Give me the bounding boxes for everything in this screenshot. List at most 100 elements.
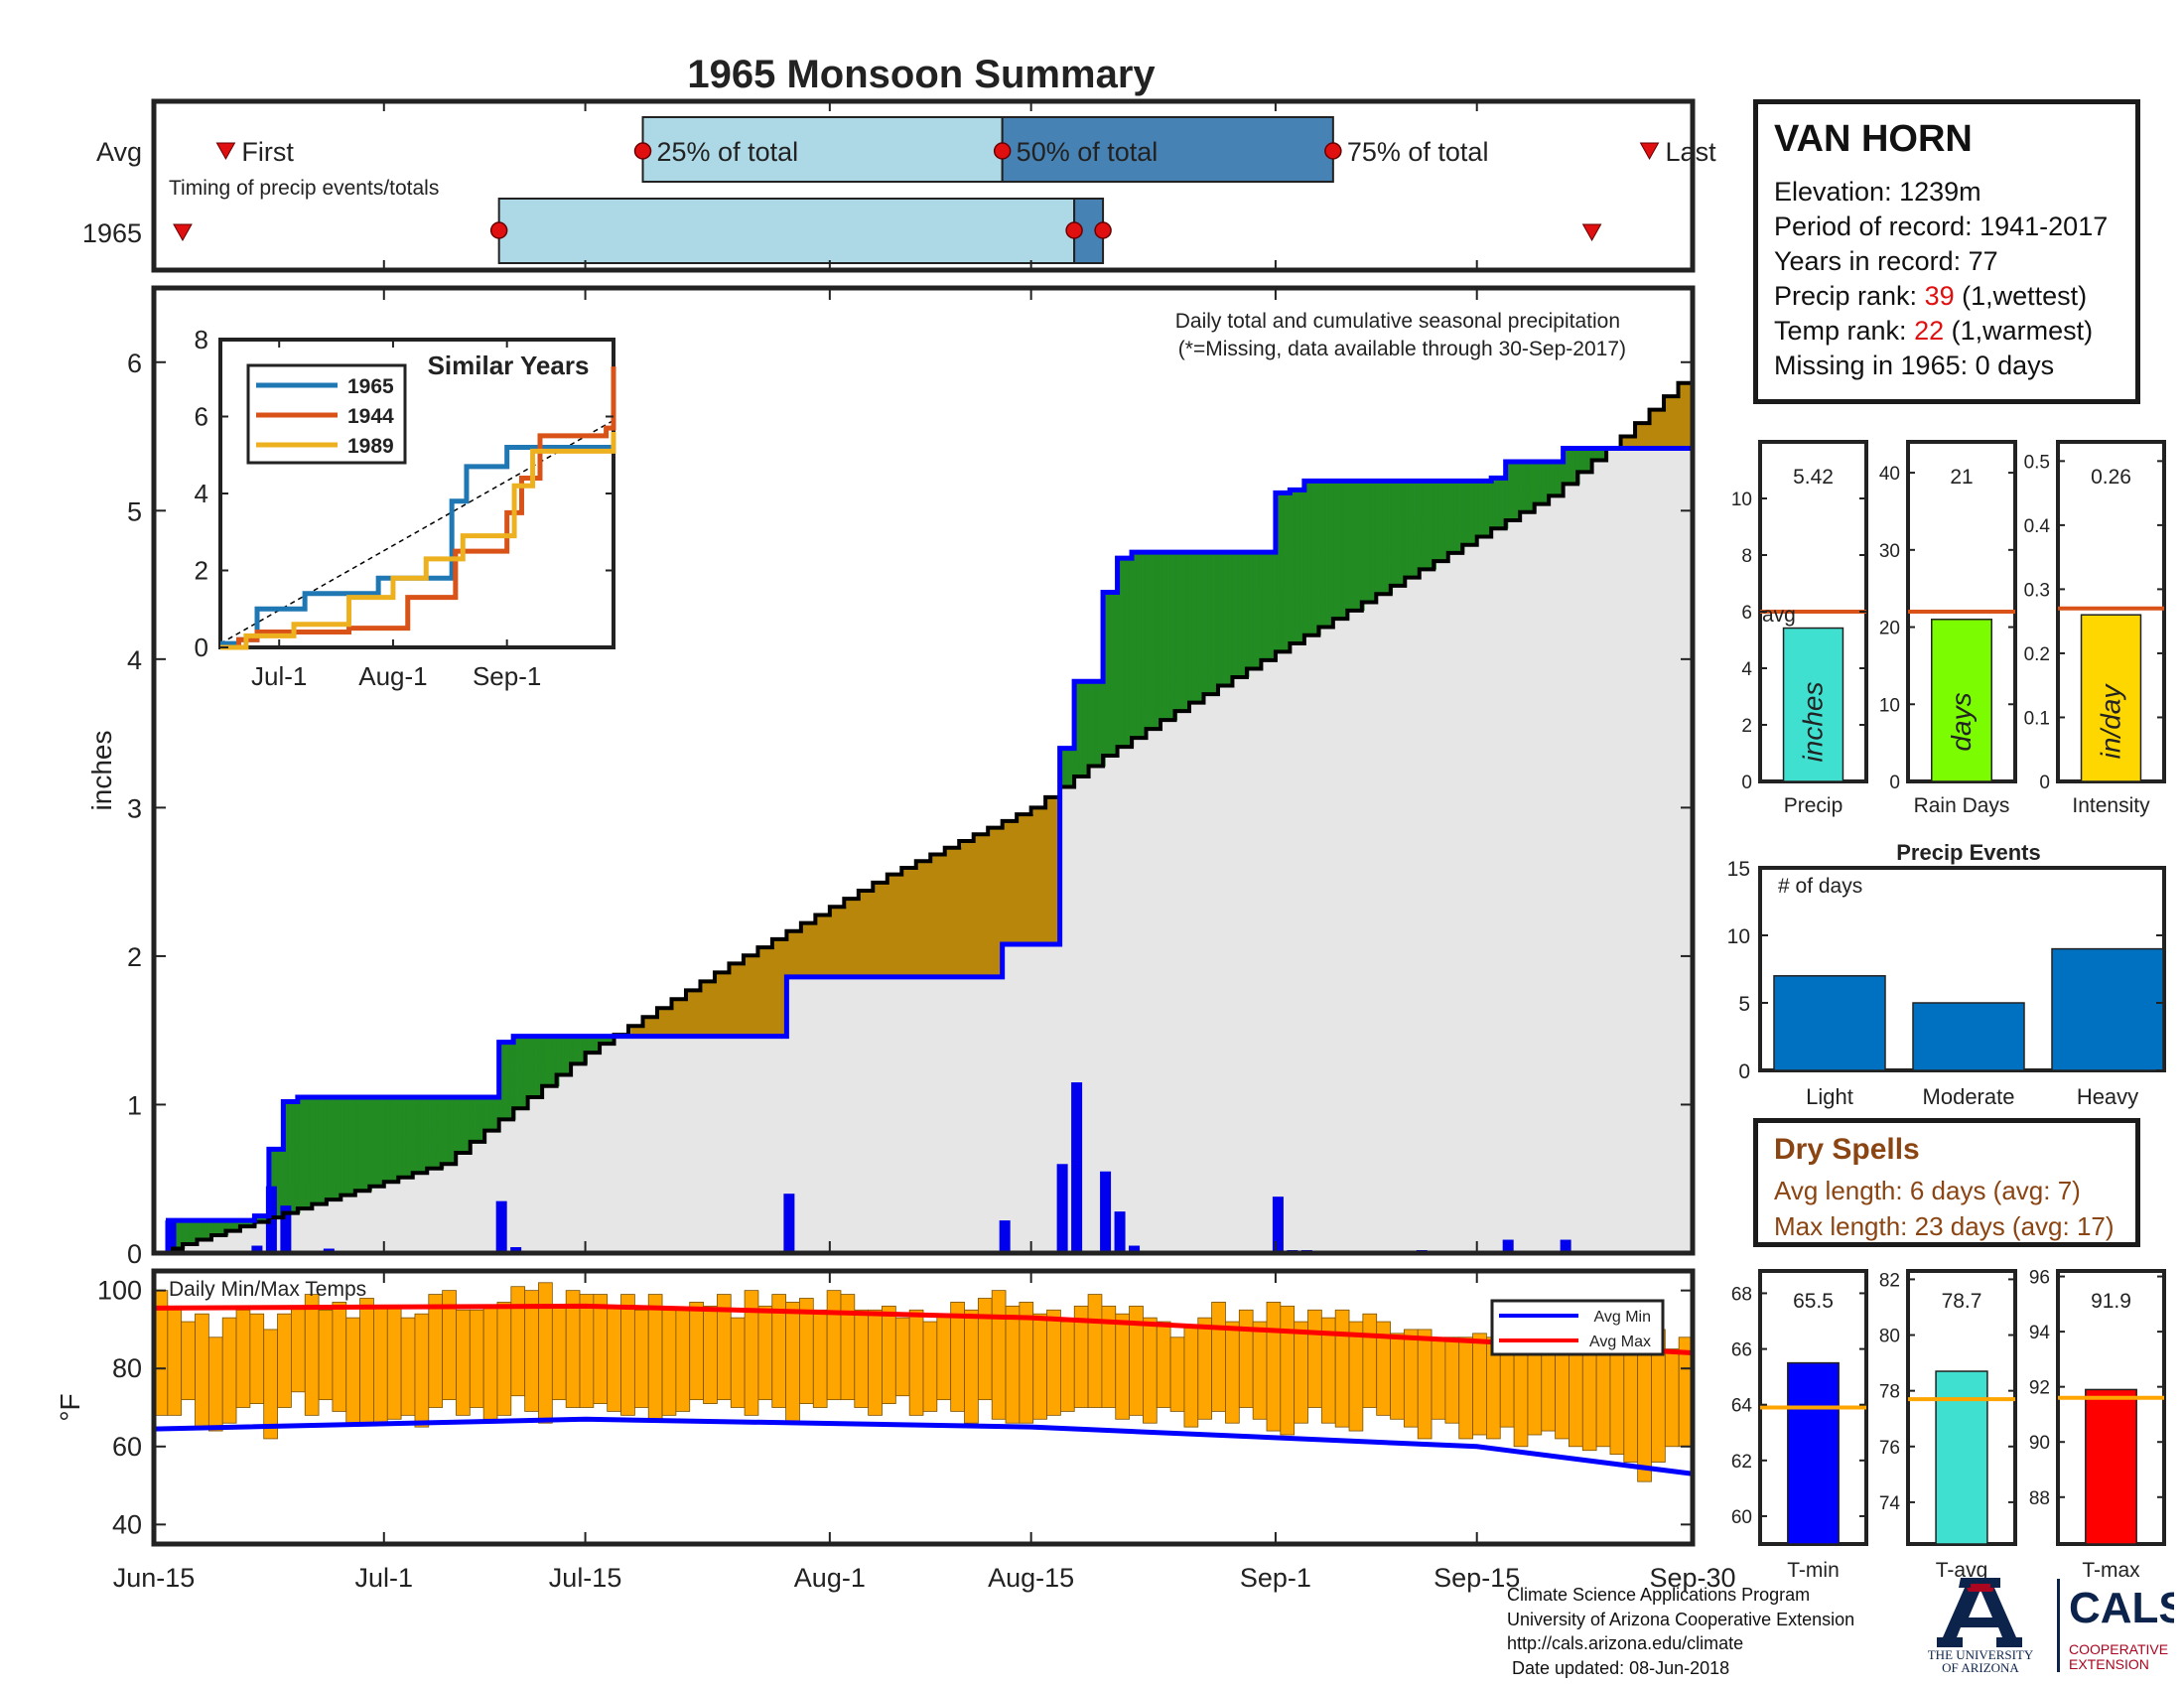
- daily-temp-bar: [579, 1294, 595, 1408]
- daily-temp-bar: [1005, 1305, 1021, 1424]
- daily-temp-bar: [1211, 1302, 1226, 1412]
- temp-legend: [1490, 1299, 1665, 1356]
- daily-temp-bar: [551, 1305, 567, 1401]
- stat-y-tick-label: 0: [2039, 773, 2050, 793]
- x-tick-label: Jul-15: [549, 1563, 622, 1593]
- daily-temp-bar: [593, 1294, 609, 1404]
- daily-temp-bar: [661, 1309, 677, 1416]
- daily-precip-bar: [265, 1186, 277, 1253]
- daily-temp-bar: [840, 1294, 856, 1401]
- y1965-last-marker: [1581, 223, 1602, 242]
- events-y-tick-label: 10: [1727, 925, 1750, 948]
- temp-stat-y-tick-label: 68: [1731, 1284, 1752, 1305]
- x-tick-label: Jul-1: [355, 1563, 414, 1593]
- daily-temp-bar: [1513, 1340, 1529, 1448]
- temp-stat-y-tick-label: 92: [2029, 1378, 2050, 1399]
- daily-temp-bar: [950, 1302, 965, 1412]
- temp-stat-label: T-max: [2082, 1559, 2140, 1582]
- svg-text:CALS: CALS: [2069, 1584, 2174, 1632]
- temp-stat-bar: [2085, 1388, 2137, 1545]
- stat-value: 21: [1950, 466, 1973, 489]
- stat-y-tick-label: 0: [1741, 773, 1752, 793]
- daily-precip-bar: [510, 1247, 522, 1253]
- daily-temp-bar: [414, 1313, 430, 1428]
- dry-spells-title: Dry Spells: [1774, 1133, 1920, 1166]
- inset-legend-label: 1965: [347, 375, 394, 398]
- daily-temp-bar: [428, 1294, 444, 1408]
- daily-precip-bar: [251, 1245, 263, 1253]
- avg-first-marker: [215, 142, 236, 161]
- credit-link[interactable]: http://cals.arizona.edu/climate: [1507, 1633, 1744, 1653]
- dry-spells-avg: Avg length: 6 days (avg: 7): [1774, 1176, 2081, 1205]
- daily-precip-bar: [1056, 1164, 1068, 1253]
- daily-temp-bar: [1403, 1329, 1419, 1428]
- events-bar: [1912, 1002, 2025, 1071]
- y-tick-label: 5: [127, 496, 142, 526]
- daily-temp-bar: [1444, 1336, 1460, 1424]
- temp-stat-y-tick-label: 76: [1879, 1438, 1900, 1459]
- y-tick-label: 4: [127, 645, 142, 675]
- stat-y-tick-label: 0.3: [2024, 580, 2050, 601]
- temp-legend-label: Avg Max: [1589, 1334, 1651, 1350]
- label-last: Last: [1666, 137, 1717, 167]
- daily-precip-bar: [1129, 1245, 1141, 1253]
- stat-label: Intensity: [2072, 794, 2150, 817]
- stat-y-tick-label: 6: [1741, 603, 1752, 624]
- temp-stat-bar: [1787, 1361, 1840, 1545]
- station-missing: Missing in 1965: 0 days: [1774, 351, 2055, 380]
- daily-temp-bar: [1115, 1313, 1130, 1420]
- y-axis-label: inches: [86, 731, 117, 811]
- daily-temp-bar: [675, 1309, 691, 1412]
- chart-title: 1965 Monsoon Summary: [687, 53, 1156, 96]
- daily-temp-bar: [1417, 1329, 1433, 1440]
- y1965-p25-marker: [489, 221, 508, 239]
- daily-temp-bar: [1348, 1321, 1364, 1432]
- stat-y-tick-label: 40: [1879, 464, 1900, 485]
- stat-y-tick-label: 0.1: [2024, 708, 2050, 729]
- daily-temp-bar: [1156, 1321, 1171, 1408]
- temp-stat-y-tick-label: 78: [1879, 1382, 1900, 1403]
- daily-temp-bar: [894, 1317, 910, 1397]
- y1965-p50-marker: [1065, 221, 1083, 239]
- station-precip-rank: Precip rank: 39 (1,wettest): [1774, 281, 2088, 311]
- daily-temp-bar: [977, 1298, 993, 1401]
- inset-x-tick-label: Aug-1: [358, 661, 427, 691]
- events-y-tick-label: 15: [1727, 858, 1750, 881]
- daily-temp-bar: [1019, 1302, 1034, 1424]
- events-category-label: Moderate: [1923, 1084, 2015, 1109]
- daily-temp-bar: [373, 1305, 388, 1424]
- daily-temp-bar: [1390, 1333, 1405, 1420]
- daily-temp-bar: [400, 1317, 416, 1416]
- stat-y-tick-label: 0.2: [2024, 644, 2050, 665]
- y-tick-label: 2: [127, 942, 142, 972]
- temp-stat-y-tick-label: 96: [2029, 1268, 2050, 1289]
- stat-y-tick-label: 20: [1879, 619, 1900, 639]
- credits: Climate Science Applications Program Uni…: [1507, 1583, 1854, 1680]
- daily-temp-bar: [318, 1309, 334, 1401]
- avg-cumulative-line: [154, 369, 1695, 1255]
- university-of-arizona-logo: THE UNIVERSITY OF ARIZONA: [1928, 1578, 2034, 1673]
- label-p75: 75% of total: [1347, 137, 1489, 167]
- cumulative-base-area: [154, 448, 1693, 1253]
- daily-temp-bar: [922, 1321, 938, 1412]
- daily-temp-bar: [991, 1290, 1007, 1420]
- daily-temp-bar: [1664, 1348, 1680, 1448]
- daily-temp-bar: [936, 1313, 952, 1401]
- y1965-first-marker: [173, 223, 193, 242]
- temp-stat-y-tick-label: 90: [2029, 1433, 2050, 1454]
- x-tick-label: Sep-30: [1649, 1563, 1735, 1593]
- stat-value: 5.42: [1793, 466, 1834, 489]
- stat-label: Rain Days: [1914, 794, 2010, 817]
- svg-text:EXTENSION: EXTENSION: [2069, 1656, 2149, 1672]
- daily-temp-bar: [277, 1313, 292, 1408]
- temp-stat-y-tick-label: 88: [2029, 1488, 2050, 1509]
- temp-stat-value: 78.7: [1942, 1290, 1982, 1313]
- svg-text:COOPERATIVE: COOPERATIVE: [2069, 1641, 2168, 1657]
- daily-temp-bar: [290, 1305, 306, 1393]
- dry-spells-box: Dry Spells Avg length: 6 days (avg: 7) M…: [1753, 1118, 2140, 1247]
- stat-y-tick-label: 4: [1741, 659, 1752, 680]
- daily-temp-bar: [386, 1305, 402, 1420]
- daily-temp-bar: [1032, 1313, 1047, 1420]
- daily-temp-bar: [235, 1309, 251, 1408]
